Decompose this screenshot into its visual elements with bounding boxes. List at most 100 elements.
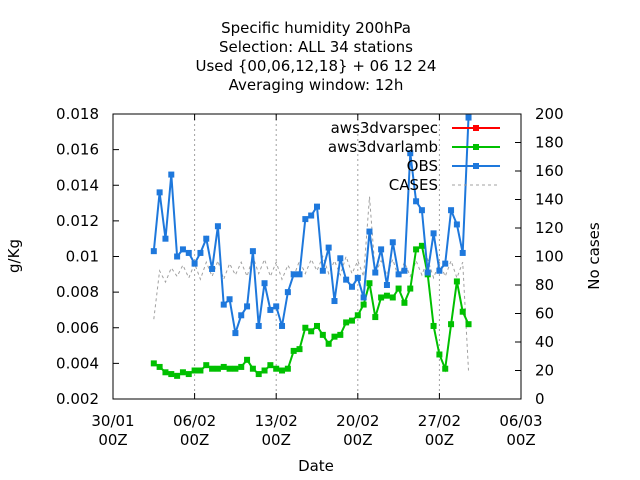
title-line-2: Selection: ALL 34 stations [219,38,413,56]
x-tick-label-hour: 00Z [180,431,209,449]
data-point-aws3dvarlamb [191,367,198,374]
data-point-aws3dvarlamb [290,347,297,354]
data-point-obs [290,271,297,278]
data-point-aws3dvarlamb [401,299,408,306]
legend-marker-aws3dvarlamb [473,144,479,150]
title-line-4: Averaging window: 12h [229,76,404,94]
data-point-aws3dvarlamb [214,365,221,372]
y2-tick-label: 200 [535,105,564,123]
data-point-aws3dvarlamb [389,294,396,301]
legend-label-aws3dvarlamb: aws3dvarlamb [328,138,438,156]
data-point-aws3dvarlamb [348,317,355,324]
data-point-aws3dvarlamb [453,278,460,285]
legend-marker-aws3dvarspec [473,125,479,131]
data-point-aws3dvarlamb [448,321,455,328]
data-point-obs [279,322,286,329]
data-point-obs [366,228,373,235]
x-tick-label-date: 13/02 [255,412,298,430]
data-point-aws3dvarlamb [150,360,157,367]
data-point-aws3dvarlamb [383,292,390,299]
data-point-obs [261,280,268,287]
x-tick-label-hour: 00Z [262,431,291,449]
data-point-obs [372,269,379,276]
grid [194,114,440,399]
y-tick-label: 0.018 [56,105,99,123]
data-point-obs [197,249,204,256]
plot-frame [112,113,522,400]
series-line-cases [153,196,469,371]
data-point-obs [302,216,309,223]
data-point-aws3dvarlamb [331,333,338,340]
x-tick-label-hour: 00Z [98,431,127,449]
data-point-obs [232,330,239,337]
data-point-aws3dvarlamb [179,369,186,376]
data-point-aws3dvarlamb [168,371,175,378]
data-point-obs [383,282,390,288]
data-point-aws3dvarlamb [226,365,233,372]
y2-axis-label: No cases [585,222,603,290]
data-point-aws3dvarlamb [314,322,320,329]
title-line-1: Specific humidity 200hPa [221,19,411,37]
data-point-obs [191,260,198,267]
data-point-obs [453,221,460,228]
x-tick-label-date: 06/03 [499,412,542,430]
data-point-obs [226,296,233,303]
legend-label-cases: CASES [389,176,438,194]
data-point-obs [360,294,367,301]
data-point-aws3dvarlamb [366,280,373,287]
y2-tick-label: 60 [535,305,554,323]
data-point-obs [179,246,186,253]
x-axis-label: Date [298,457,334,475]
data-point-aws3dvarlamb [249,365,256,372]
data-point-obs [401,267,408,274]
data-point-obs [220,301,227,308]
y2-tick-label: 180 [535,134,564,152]
data-point-obs [389,239,396,246]
data-point-aws3dvarlamb [325,340,332,347]
data-point-obs [249,248,256,255]
data-point-aws3dvarlamb [273,365,280,372]
data-point-obs [244,303,251,310]
x-tick-label-date: 06/02 [173,412,216,430]
data-point-obs [168,171,175,178]
data-point-aws3dvarlamb [296,346,303,353]
data-point-aws3dvarlamb [174,372,181,379]
data-point-obs [156,189,163,196]
data-point-obs [378,246,385,253]
y-tick-label: 0.006 [56,319,99,337]
legend-label-obs: OBS [407,157,438,175]
data-point-obs [465,114,472,121]
y2-tick-label: 100 [535,248,564,266]
y-tick-label: 0.01 [66,248,99,266]
data-point-obs [308,212,315,219]
data-point-aws3dvarlamb [378,294,385,301]
data-point-aws3dvarlamb [319,331,326,338]
data-point-aws3dvarlamb [308,328,315,335]
data-point-obs [424,269,431,276]
data-point-obs [354,274,361,281]
data-point-obs [418,207,425,214]
data-point-aws3dvarlamb [279,367,286,374]
data-point-aws3dvarlamb [372,314,379,321]
data-point-aws3dvarlamb [244,356,251,363]
data-point-obs [442,260,449,267]
y-tick-label: 0.012 [56,212,99,230]
data-point-aws3dvarlamb [220,363,227,370]
data-point-obs [203,235,210,242]
data-point-aws3dvarlamb [413,246,420,253]
title-line-3: Used {00,06,12,18} + 06 12 24 [196,57,437,75]
data-point-aws3dvarlamb [197,367,204,374]
data-point-aws3dvarlamb [360,301,367,308]
data-point-obs [284,289,291,296]
data-point-obs [331,298,338,305]
data-point-aws3dvarlamb [418,242,425,249]
data-point-aws3dvarlamb [337,331,344,338]
y2-tick-label: 20 [535,362,554,380]
data-point-obs [407,150,414,157]
y2-tick-label: 120 [535,219,564,237]
data-point-obs [296,271,303,278]
y-tick-label: 0.016 [56,141,99,159]
data-point-obs [273,303,280,310]
